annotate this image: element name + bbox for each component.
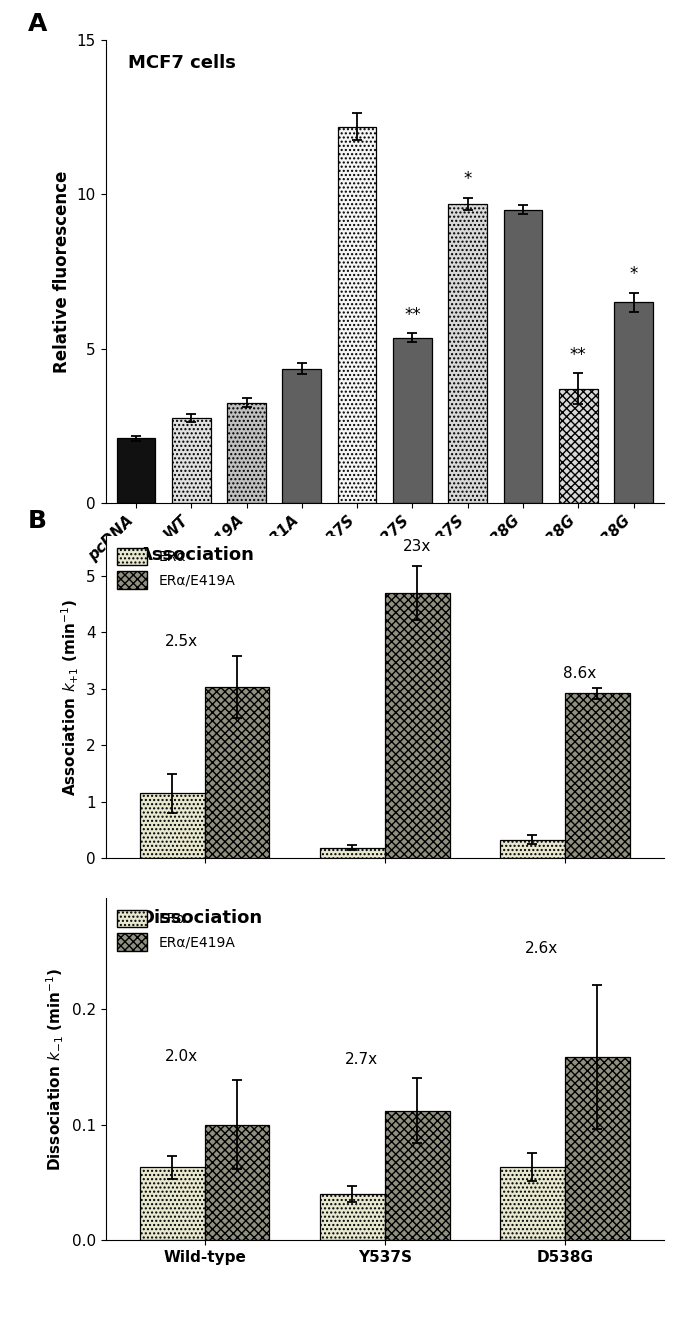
Bar (116, 439, 155, 503)
Bar (172, 418, 210, 503)
Text: *: * (629, 266, 637, 283)
Bar (559, 389, 598, 503)
Text: 23x: 23x (403, 539, 431, 554)
Bar (204, 1125, 270, 1240)
Text: B: B (27, 510, 46, 534)
Bar (448, 204, 487, 503)
Y-axis label: Association $k_{+1}$ (min$^{-1}$): Association $k_{+1}$ (min$^{-1}$) (59, 598, 80, 797)
Bar (393, 338, 432, 503)
Text: 2.5x: 2.5x (165, 634, 197, 649)
Text: A: A (27, 12, 47, 36)
Bar (614, 303, 653, 503)
Text: 2.6x: 2.6x (525, 941, 558, 956)
Y-axis label: Relative fluorescence: Relative fluorescence (53, 170, 71, 373)
Bar (385, 1110, 449, 1240)
Text: **: ** (570, 346, 586, 365)
Bar (565, 693, 630, 858)
Bar (227, 402, 266, 503)
Text: **: ** (404, 306, 421, 325)
Bar (504, 211, 542, 503)
Text: Association: Association (139, 546, 255, 565)
Bar (385, 593, 449, 858)
Y-axis label: Dissociation $k_{-1}$ (min$^{-1}$): Dissociation $k_{-1}$ (min$^{-1}$) (45, 968, 66, 1171)
Text: *: * (464, 170, 472, 188)
Bar (500, 1168, 565, 1240)
Bar (320, 848, 385, 858)
Text: 2.7x: 2.7x (345, 1051, 378, 1066)
Bar (140, 794, 204, 858)
Text: MCF7 cells: MCF7 cells (128, 54, 236, 72)
Legend: ERα, ERα/E419A: ERα, ERα/E419A (112, 543, 240, 593)
Bar (565, 1057, 630, 1240)
Bar (338, 126, 377, 503)
Text: 2.0x: 2.0x (165, 1049, 197, 1065)
Legend: ERα, ERα/E419A: ERα, ERα/E419A (112, 905, 240, 955)
Text: 8.6x: 8.6x (563, 666, 596, 681)
Bar (204, 687, 270, 858)
Bar (283, 369, 321, 503)
Text: Dissociation: Dissociation (139, 909, 262, 927)
Bar (140, 1168, 204, 1240)
Bar (500, 839, 565, 858)
Bar (320, 1193, 385, 1240)
